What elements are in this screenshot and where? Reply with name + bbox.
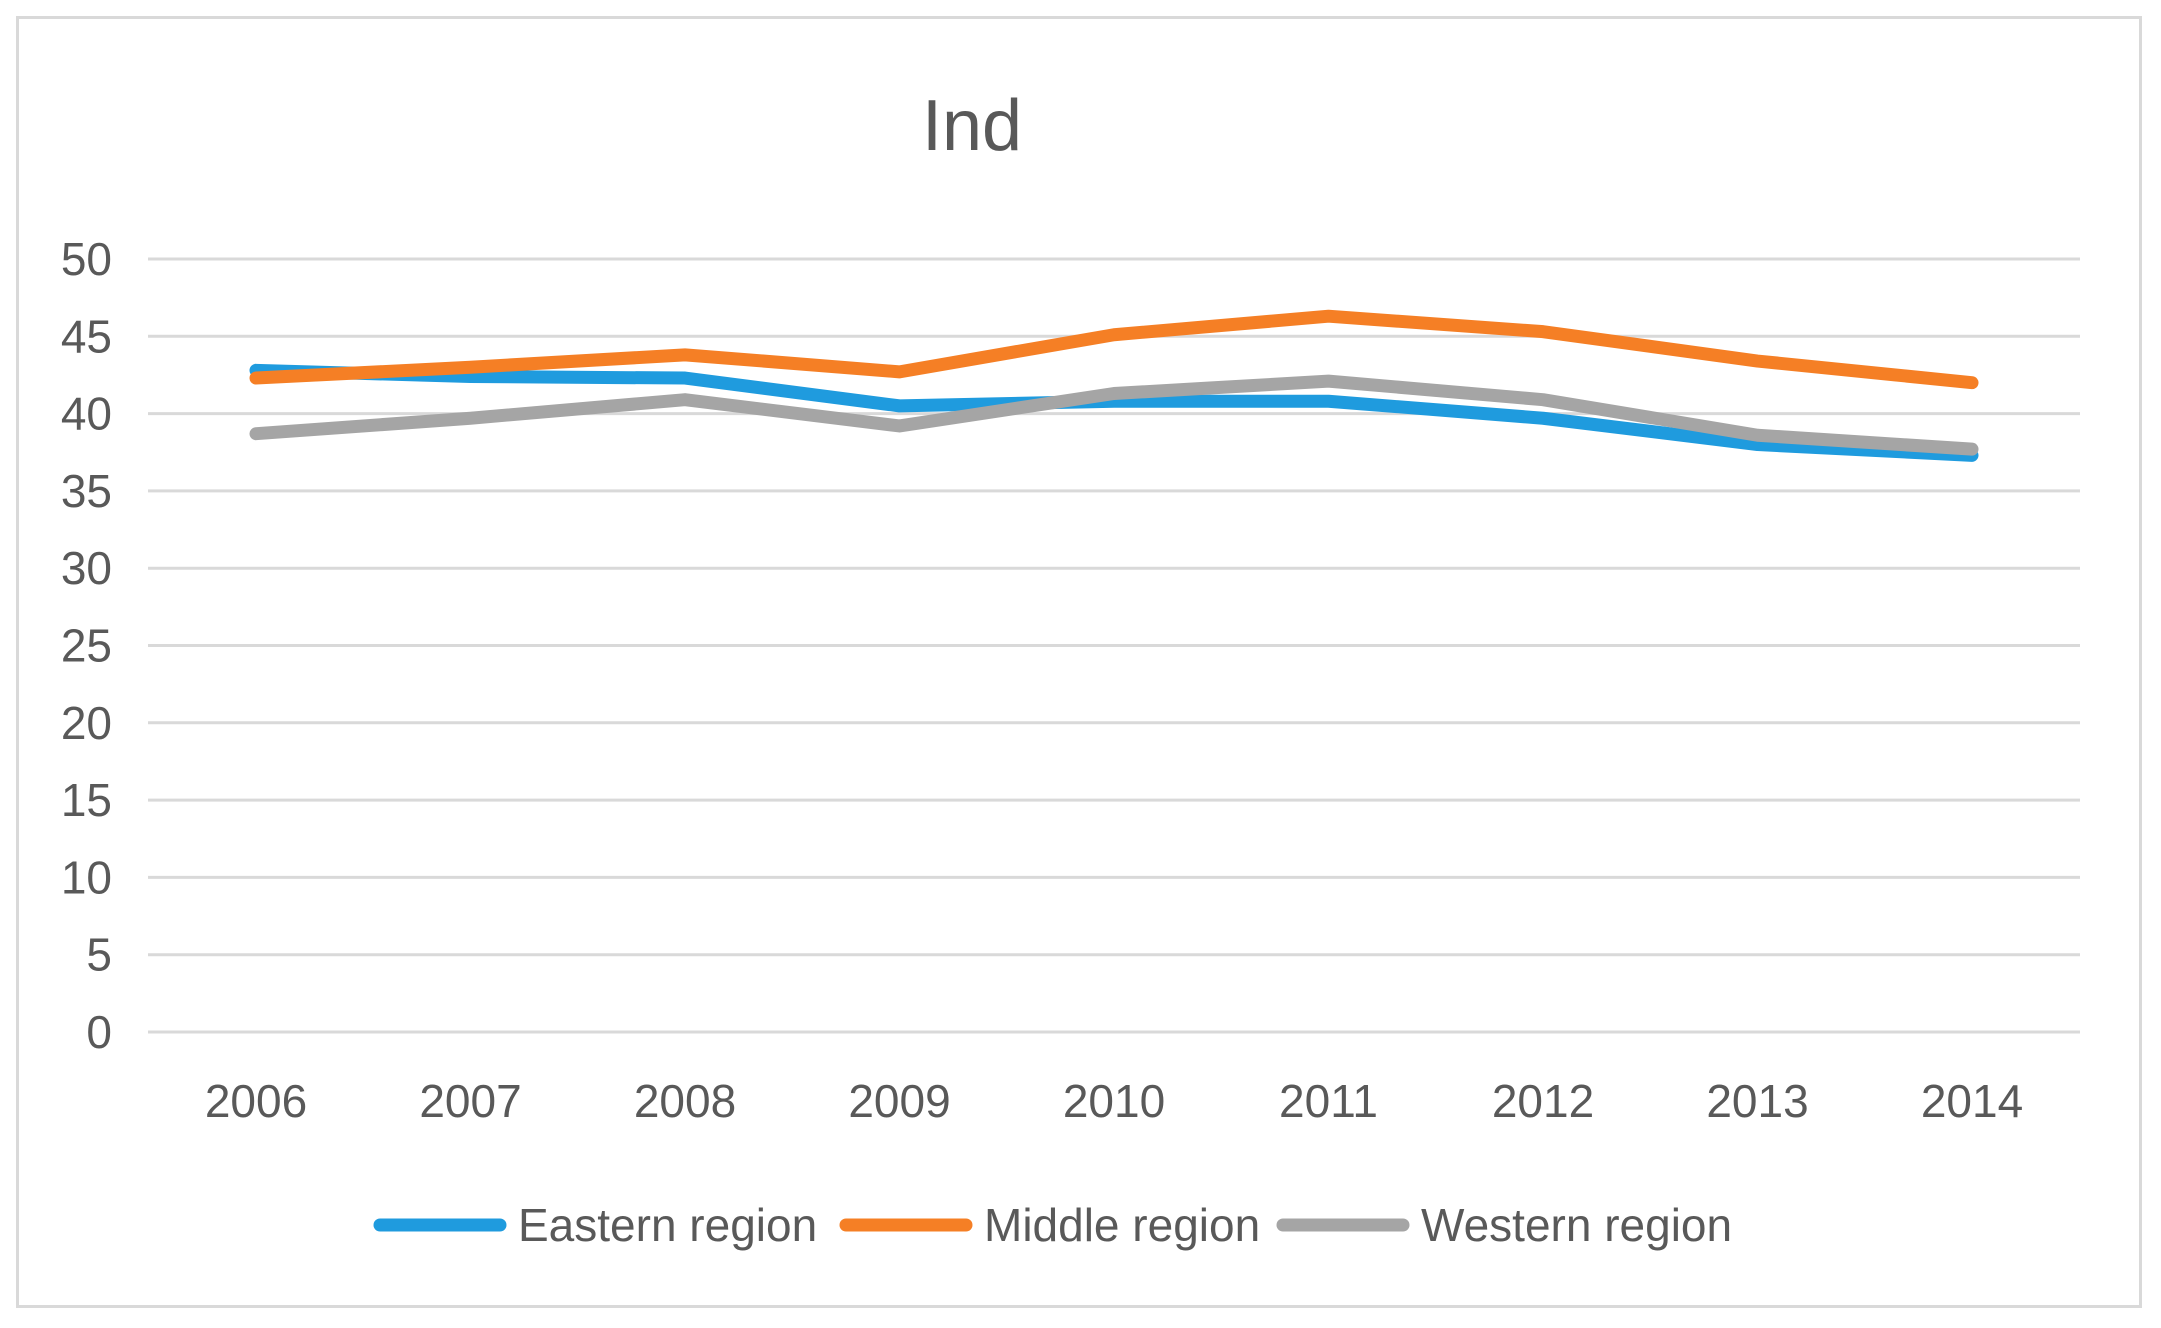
x-tick-label: 2009 xyxy=(848,1075,950,1127)
y-tick-label: 10 xyxy=(61,851,112,903)
x-tick-label: 2007 xyxy=(419,1075,521,1127)
x-tick-label: 2010 xyxy=(1063,1075,1165,1127)
y-tick-label: 25 xyxy=(61,620,112,672)
y-tick-label: 30 xyxy=(61,542,112,594)
x-axis-ticks: 2006 2007 2008 2009 2010 2011 2012 2013 2014 xyxy=(205,1075,2023,1127)
x-tick-label: 2012 xyxy=(1492,1075,1594,1127)
y-tick-label: 45 xyxy=(61,310,112,362)
y-tick-label: 50 xyxy=(61,233,112,285)
legend-label: Middle region xyxy=(984,1199,1260,1251)
legend-label: Western region xyxy=(1421,1199,1732,1251)
x-tick-label: 2008 xyxy=(634,1075,736,1127)
y-tick-label: 35 xyxy=(61,465,112,517)
y-tick-label: 15 xyxy=(61,774,112,826)
x-tick-label: 2013 xyxy=(1706,1075,1808,1127)
y-tick-label: 20 xyxy=(61,697,112,749)
y-tick-label: 5 xyxy=(86,929,112,981)
x-tick-label: 2014 xyxy=(1921,1075,2023,1127)
line-chart: Ind 05101520253035404550 2006 2007 2008 200… xyxy=(0,0,2161,1328)
y-axis-ticks: 0 5 10 15 20 25 30 35 40 45 50 xyxy=(61,233,112,1058)
x-tick-label: 2011 xyxy=(1279,1075,1378,1127)
legend: Eastern region Middle region Western regio… xyxy=(380,1199,1732,1251)
legend-label: Eastern region xyxy=(518,1199,817,1251)
x-tick-label: 2006 xyxy=(205,1075,307,1127)
y-tick-label: 40 xyxy=(61,388,112,440)
chart-title: Ind xyxy=(922,86,1022,166)
y-tick-label: 0 xyxy=(86,1006,112,1058)
